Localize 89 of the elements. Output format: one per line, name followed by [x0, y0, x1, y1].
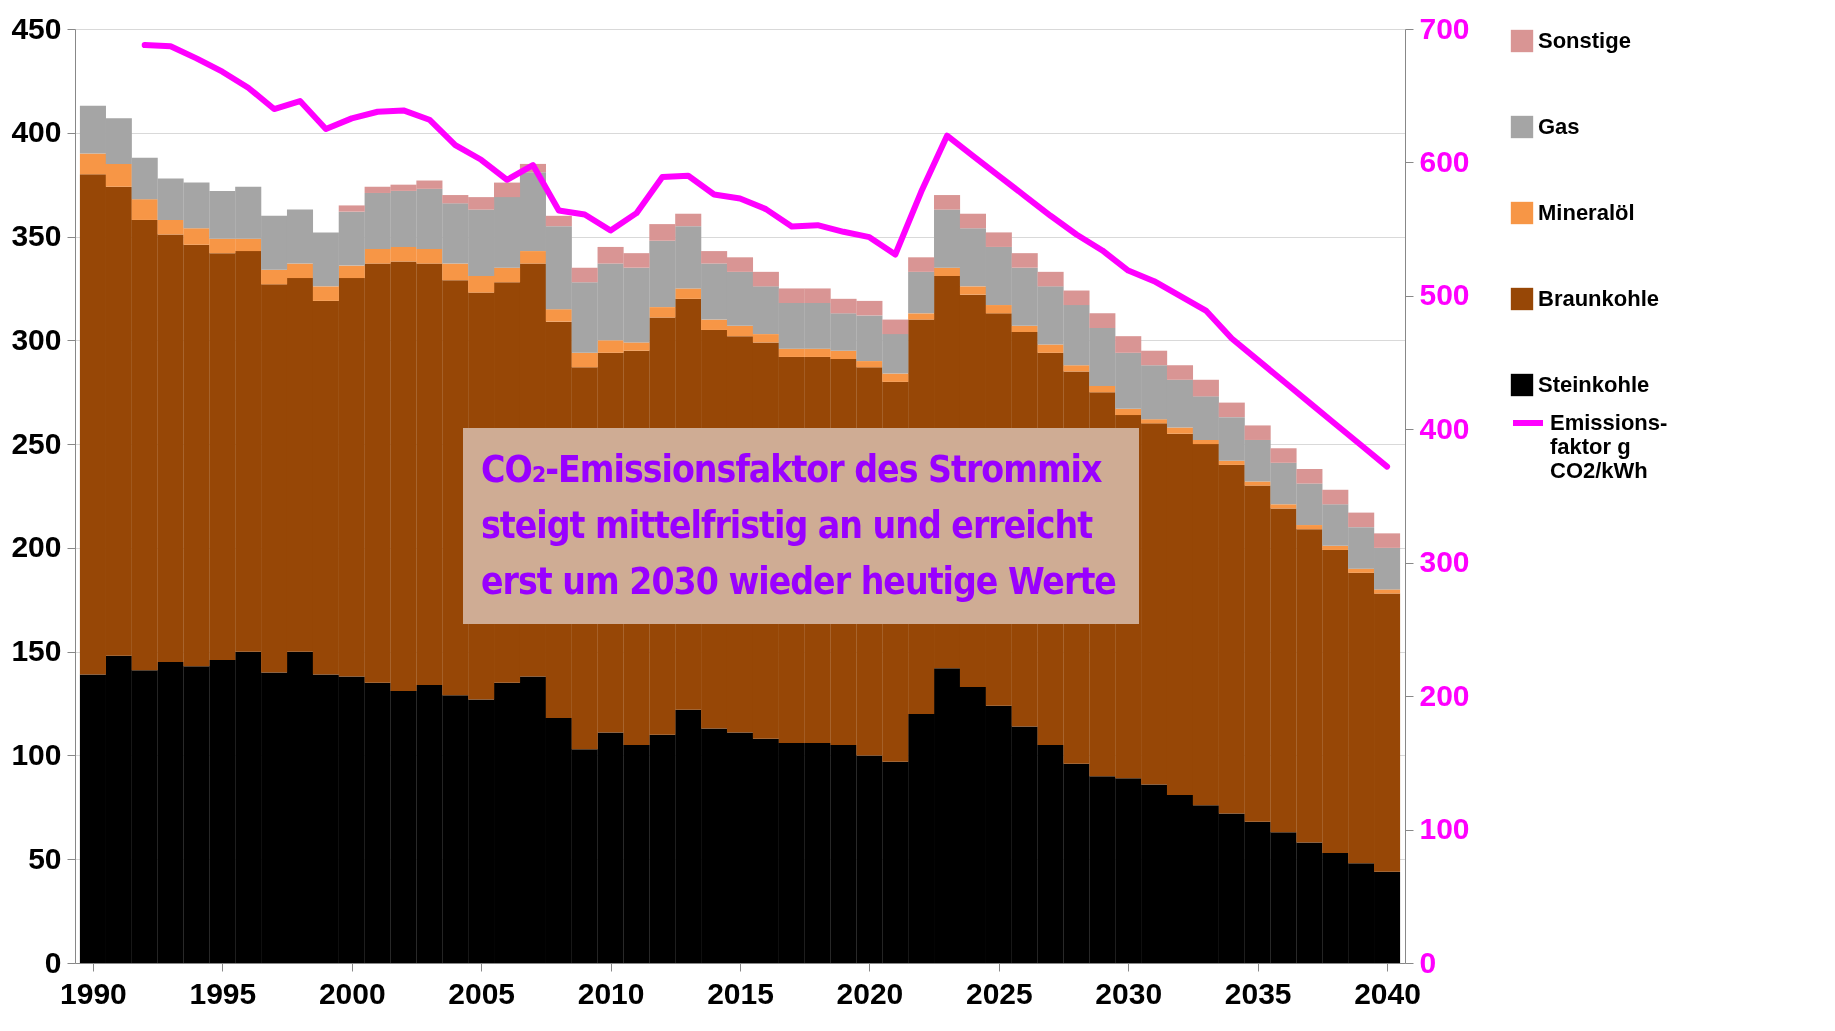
bar: [1063, 365, 1090, 372]
y-tick-label: 50: [28, 841, 62, 875]
bar: [1244, 481, 1271, 486]
y-tick-label: 150: [11, 634, 62, 668]
bar: [959, 286, 986, 295]
legend-label: Mineralöl: [1538, 200, 1635, 225]
bar: [1374, 533, 1401, 548]
y-tick-label: 450: [11, 11, 62, 45]
bar: [1166, 427, 1194, 434]
annotation: CO₂-Emissionsfaktor des Strommix steigt mittelfristig an und erreicht erst um 2030 wieder heutige Werte: [463, 428, 1139, 624]
bar: [1296, 525, 1323, 530]
x-tick-label: 2000: [318, 976, 386, 1010]
bar: [1011, 325, 1038, 333]
x-tick-label: 1995: [189, 976, 257, 1010]
bar: [649, 307, 676, 318]
bar: [908, 271, 935, 314]
bar: [959, 213, 986, 229]
y-tick-label: 300: [11, 322, 62, 356]
bar: [1322, 545, 1349, 550]
bar: [571, 267, 598, 283]
y2-tick-label: 600: [1419, 144, 1470, 178]
x-tick-label: 2020: [836, 976, 904, 1010]
bar: [1322, 489, 1349, 505]
bar: [1348, 512, 1375, 528]
bar: [985, 232, 1012, 247]
bar: [494, 182, 521, 198]
bar: [856, 361, 883, 368]
x-tick-label: 2025: [965, 976, 1033, 1010]
y-tick-label: 250: [11, 426, 62, 460]
legend-label: Braunkohle: [1538, 286, 1660, 311]
y2-tick-label: 700: [1419, 11, 1470, 45]
bar: [1166, 365, 1194, 380]
bar: [338, 205, 365, 212]
y-tick-label: 200: [11, 530, 62, 564]
x-tick-label: 2010: [577, 976, 645, 1010]
x-tick-label: 2040: [1354, 976, 1421, 1010]
bar: [312, 286, 339, 301]
bar: [1270, 448, 1297, 463]
x-tick-label: 2005: [448, 976, 516, 1010]
legend-label: Steinkohle: [1538, 372, 1650, 397]
bar: [1218, 460, 1245, 465]
bar: [1115, 408, 1142, 416]
bar: [1011, 253, 1038, 268]
bar: [908, 257, 935, 272]
bar: [1037, 271, 1064, 287]
y-tick-label: 100: [11, 737, 62, 771]
y2-tick-label: 0: [1419, 945, 1437, 979]
bar: [1063, 290, 1090, 306]
bar: [1141, 419, 1168, 424]
x-tick-label: 2035: [1224, 976, 1292, 1010]
bar: [1374, 589, 1401, 594]
bar: [1037, 344, 1064, 353]
bar: [908, 313, 935, 320]
bar: [1244, 425, 1271, 440]
bar: [1348, 568, 1375, 573]
bar: [752, 271, 779, 287]
bar: [1192, 379, 1219, 397]
bar: [882, 373, 909, 382]
y-tick-label: 400: [11, 115, 62, 149]
legend-label: Emissions-faktor g CO2/kWh: [1550, 410, 1668, 483]
bar: [131, 199, 158, 220]
bar: [1270, 504, 1297, 509]
y2-tick-label: 100: [1419, 812, 1470, 846]
x-tick-label: 2030: [1095, 976, 1163, 1010]
bar: [675, 288, 702, 299]
bar: [1089, 386, 1116, 393]
bar: [545, 309, 572, 322]
bar: [985, 305, 1012, 314]
bar: [519, 251, 546, 264]
y2-tick-label: 300: [1419, 545, 1470, 579]
bar: [1089, 313, 1116, 328]
y-tick-label: 350: [11, 219, 62, 253]
bar: [545, 215, 572, 227]
y2-tick-label: 400: [1419, 411, 1470, 445]
y-tick-label: 0: [44, 945, 62, 979]
bar: [1296, 469, 1323, 484]
x-tick-label: 2015: [707, 976, 774, 1010]
y2-tick-label: 500: [1419, 278, 1470, 312]
bar: [338, 265, 365, 279]
legend-label: Gas: [1538, 114, 1580, 139]
bar: [1192, 439, 1219, 445]
bar: [571, 352, 598, 368]
bar: [934, 267, 961, 276]
bar: [882, 319, 909, 335]
x-tick-label: 1990: [60, 976, 127, 1010]
bar: [934, 195, 961, 210]
legend-label: Sonstige: [1538, 28, 1631, 53]
y2-tick-label: 200: [1419, 678, 1470, 712]
bar: [1218, 402, 1245, 418]
